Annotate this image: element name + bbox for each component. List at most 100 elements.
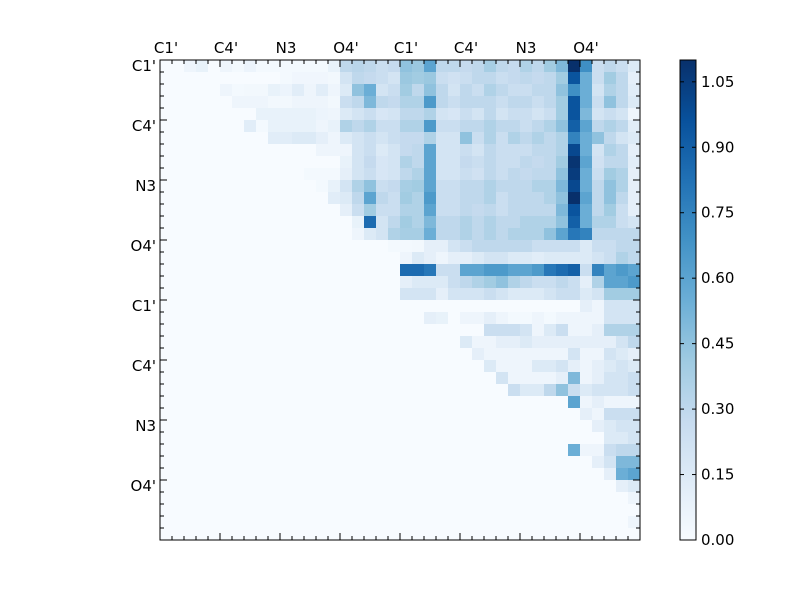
heatmap-cell — [472, 408, 485, 421]
heatmap-cell — [256, 384, 269, 397]
heatmap-cell — [160, 384, 173, 397]
heatmap-cell — [496, 396, 509, 409]
heatmap-cell — [184, 348, 197, 361]
heatmap-cell — [508, 288, 521, 301]
heatmap-cell — [376, 360, 389, 373]
heatmap-cell — [220, 336, 233, 349]
heatmap-cell — [484, 408, 497, 421]
heatmap-cell — [304, 360, 317, 373]
heatmap-cell — [508, 240, 521, 253]
heatmap-cell — [328, 84, 341, 97]
heatmap-cell — [496, 156, 509, 169]
heatmap-cell — [304, 192, 317, 205]
heatmap-cell — [172, 300, 185, 313]
heatmap-cell — [196, 156, 209, 169]
heatmap-cell — [412, 396, 425, 409]
heatmap-cell — [208, 240, 221, 253]
heatmap-cell — [256, 444, 269, 457]
heatmap-cell — [400, 216, 413, 229]
heatmap-cell — [268, 300, 281, 313]
heatmap-cell — [292, 432, 305, 445]
heatmap-cell — [244, 240, 257, 253]
heatmap-cell — [568, 300, 581, 313]
heatmap-cell — [208, 84, 221, 97]
heatmap-cell — [556, 516, 569, 529]
heatmap-cell — [364, 384, 377, 397]
heatmap-cell — [556, 468, 569, 481]
heatmap-cell — [556, 156, 569, 169]
heatmap-cell — [400, 84, 413, 97]
heatmap-cell — [232, 396, 245, 409]
heatmap-cell — [184, 264, 197, 277]
heatmap-cell — [424, 240, 437, 253]
heatmap-cell — [568, 204, 581, 217]
heatmap-cell — [580, 252, 593, 265]
heatmap-cell — [496, 108, 509, 121]
heatmap-cell — [388, 108, 401, 121]
heatmap-cell — [364, 336, 377, 349]
heatmap-cell — [256, 108, 269, 121]
heatmap-cell — [364, 432, 377, 445]
heatmap-cell — [592, 348, 605, 361]
heatmap-cell — [520, 420, 533, 433]
heatmap-cell — [352, 528, 365, 541]
heatmap-cell — [532, 144, 545, 157]
heatmap-cell — [400, 504, 413, 517]
heatmap-cell — [184, 468, 197, 481]
colorbar-tick-label: 0.90 — [701, 138, 734, 156]
heatmap-cell — [436, 252, 449, 265]
heatmap-cell — [196, 60, 209, 73]
heatmap-cell — [436, 192, 449, 205]
heatmap-cell — [256, 516, 269, 529]
heatmap-cell — [496, 372, 509, 385]
heatmap-cell — [352, 276, 365, 289]
heatmap-cell — [256, 456, 269, 469]
heatmap-cell — [316, 336, 329, 349]
heatmap-cell — [448, 348, 461, 361]
y-tick-label: N3 — [135, 417, 156, 435]
heatmap-cell — [316, 132, 329, 145]
heatmap-cell — [544, 192, 557, 205]
heatmap-cell — [568, 324, 581, 337]
heatmap-cell — [424, 156, 437, 169]
heatmap-cell — [436, 384, 449, 397]
heatmap-cell — [604, 168, 617, 181]
heatmap-cell — [508, 480, 521, 493]
heatmap-cell — [556, 252, 569, 265]
heatmap-cell — [328, 132, 341, 145]
heatmap-cell — [184, 420, 197, 433]
heatmap-cell — [580, 288, 593, 301]
heatmap-cell — [484, 372, 497, 385]
heatmap-cell — [400, 372, 413, 385]
heatmap-cell — [484, 360, 497, 373]
heatmap-cell — [484, 120, 497, 133]
heatmap-cell — [208, 444, 221, 457]
heatmap-cell — [172, 252, 185, 265]
heatmap-cell — [472, 216, 485, 229]
heatmap-cell — [532, 528, 545, 541]
heatmap-cell — [628, 528, 641, 541]
heatmap-cell — [616, 276, 629, 289]
heatmap-cell — [460, 384, 473, 397]
heatmap-cell — [388, 396, 401, 409]
heatmap-cell — [472, 300, 485, 313]
heatmap-cell — [232, 336, 245, 349]
heatmap-cell — [448, 252, 461, 265]
heatmap-cell — [592, 312, 605, 325]
heatmap-cell — [520, 336, 533, 349]
heatmap-cell — [628, 60, 641, 73]
heatmap-cell — [604, 96, 617, 109]
heatmap-cell — [460, 180, 473, 193]
heatmap-cell — [220, 216, 233, 229]
heatmap-cell — [316, 204, 329, 217]
heatmap-cell — [184, 480, 197, 493]
heatmap-cell — [544, 432, 557, 445]
heatmap-cell — [352, 408, 365, 421]
heatmap-cell — [364, 444, 377, 457]
heatmap-cell — [436, 240, 449, 253]
heatmap-cell — [412, 72, 425, 85]
heatmap-cell — [220, 312, 233, 325]
heatmap-cell — [196, 324, 209, 337]
heatmap-cell — [160, 444, 173, 457]
heatmap-cell — [292, 348, 305, 361]
